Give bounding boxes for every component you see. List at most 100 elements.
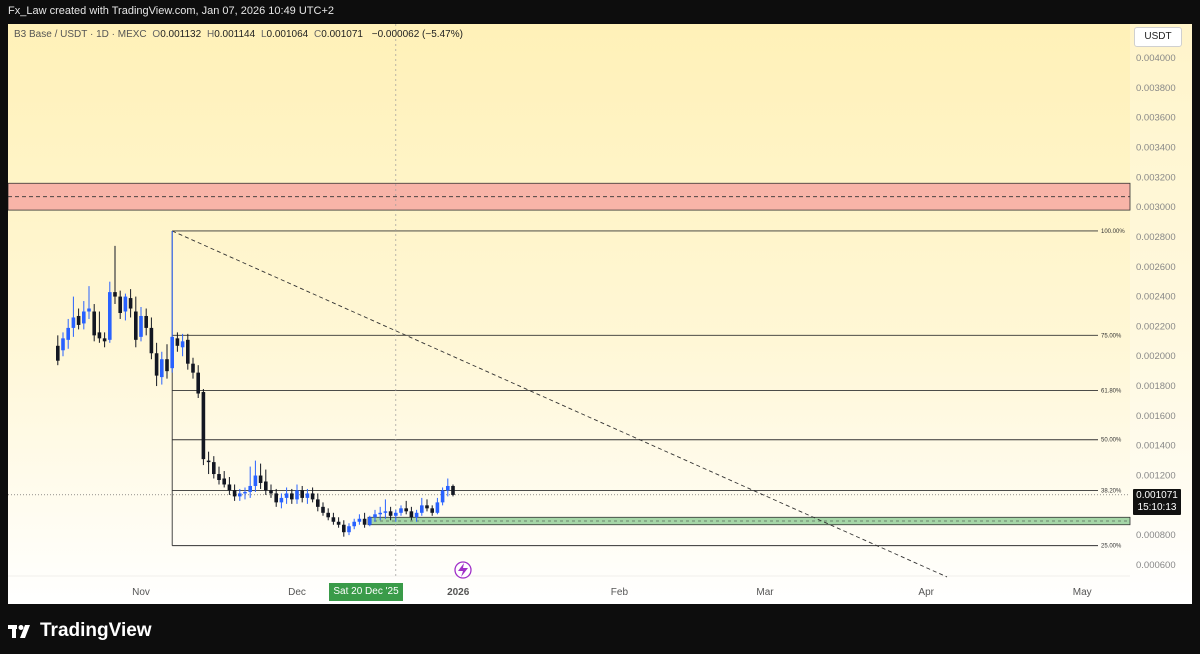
candle-body [191, 363, 195, 373]
candle-body [352, 521, 356, 527]
dashed-trendline [172, 230, 948, 578]
candle-body [388, 511, 393, 516]
candle-body [279, 497, 284, 503]
candle-body [196, 372, 200, 394]
candle-body [336, 521, 341, 525]
price-axis-tick: 0.001800 [1136, 381, 1176, 392]
ohlc-legend: B3 Base / USDT · 1D · MEXC O0.001132 H0.… [14, 29, 463, 40]
price-axis-tick: 0.001600 [1136, 411, 1176, 422]
candle-body [310, 493, 315, 500]
fib-level-label: 25.00% [1101, 544, 1122, 550]
candle-body [420, 505, 424, 513]
time-axis-tick: 2026 [447, 587, 470, 598]
price-axis-tick: 0.003400 [1136, 142, 1176, 153]
candle-body [97, 332, 102, 339]
price-axis-tick: 0.001400 [1136, 441, 1176, 452]
candle-body [118, 296, 122, 313]
candle-body [201, 392, 206, 460]
candle-body [394, 512, 398, 516]
candle-body [321, 506, 325, 513]
high-value: 0.001144 [214, 29, 256, 40]
price-axis-tick: 0.003000 [1136, 202, 1176, 213]
candle-body [186, 339, 190, 364]
candle-body [342, 524, 346, 533]
candle-body [217, 474, 221, 481]
candle-body [440, 490, 445, 503]
tradingview-logo-icon [8, 625, 30, 638]
candle-body [212, 462, 216, 475]
candle-body [290, 493, 294, 500]
candle-body [373, 514, 377, 518]
candle-body [305, 493, 310, 498]
candle-body [264, 481, 268, 491]
candle-body [300, 490, 304, 498]
lightning-icon[interactable] [454, 561, 472, 579]
symbol-label[interactable]: B3 Base / USDT · 1D · MEXC [14, 29, 147, 40]
fib-level-label: 50.00% [1101, 438, 1122, 444]
time-axis-tick: Dec [288, 587, 306, 598]
candle-body [368, 517, 372, 525]
high-label: H [206, 29, 215, 40]
price-axis-tick: 0.001200 [1136, 471, 1176, 482]
candle-body [435, 502, 440, 513]
price-axis-tick: 0.002600 [1136, 262, 1176, 273]
time-axis-tick: Apr [918, 587, 934, 598]
candle-body [206, 460, 211, 463]
fib-level-label: 61.80% [1101, 389, 1122, 395]
candle-body [76, 315, 81, 325]
last-price-value: 0.001071 [1136, 490, 1178, 501]
candle-body [232, 490, 237, 497]
candle-body [238, 493, 242, 497]
lightning-icon-bolt [458, 563, 468, 577]
candle-body [102, 338, 107, 342]
close-label: C [314, 29, 322, 40]
candle-body [248, 485, 252, 492]
time-axis-tick: Mar [756, 587, 774, 598]
candle-body [316, 499, 320, 507]
candle-body [222, 478, 226, 485]
candle-body [425, 505, 429, 509]
last-price-badge: 0.001071 15:10:13 [1133, 489, 1181, 515]
price-axis-tick: 0.000600 [1136, 560, 1176, 571]
price-axis-tick: 0.002200 [1136, 321, 1176, 332]
candle-body [123, 296, 128, 312]
candle-body [175, 338, 180, 346]
chart-attribution: Fx_Law created with TradingView.com, Jan… [8, 5, 335, 17]
candle-body [108, 292, 112, 340]
open-value: 0.001132 [160, 29, 202, 40]
candle-body [378, 512, 382, 515]
candle-body [404, 508, 408, 512]
candle-body [430, 508, 434, 513]
low-label: L [260, 29, 267, 40]
time-axis-tick: Feb [611, 587, 629, 598]
candle-body [383, 511, 388, 513]
crosshair-date-label: Sat 20 Dec '25 [329, 583, 403, 601]
tradingview-footer: TradingView [8, 618, 152, 644]
time-axis-tick: Nov [132, 587, 150, 598]
candle-body [227, 484, 232, 491]
candle-body [82, 311, 86, 324]
candle-body [409, 511, 414, 518]
candle-body [66, 327, 70, 340]
price-axis-background [1130, 24, 1192, 604]
price-axis-tick: 0.002400 [1136, 292, 1176, 303]
candle-body [160, 359, 164, 378]
price-axis-tick: 0.002800 [1136, 232, 1176, 243]
candle-body [71, 317, 76, 328]
bar-countdown: 15:10:13 [1137, 502, 1177, 513]
currency-button[interactable]: USDT [1134, 27, 1182, 47]
price-chart-svg[interactable]: 100.00% 75.00% 61.80% 50.00% 38.20% 25.00% 0.0… [8, 24, 1192, 604]
candle-body [253, 475, 258, 486]
fib-level-label: 75.00% [1101, 333, 1122, 339]
candle-body [144, 315, 148, 328]
low-value: 0.001064 [266, 29, 309, 40]
candle-body [154, 353, 159, 376]
chart-area[interactable]: B3 Base / USDT · 1D · MEXC O0.001132 H0.… [8, 24, 1192, 604]
fib-level-label: 38.20% [1101, 488, 1122, 494]
fib-level-label: 100.00% [1101, 229, 1125, 235]
candle-body [446, 485, 450, 491]
candle-body [284, 493, 289, 498]
candle-body [180, 341, 185, 348]
candle-body [269, 490, 273, 494]
candle-body [326, 512, 330, 518]
